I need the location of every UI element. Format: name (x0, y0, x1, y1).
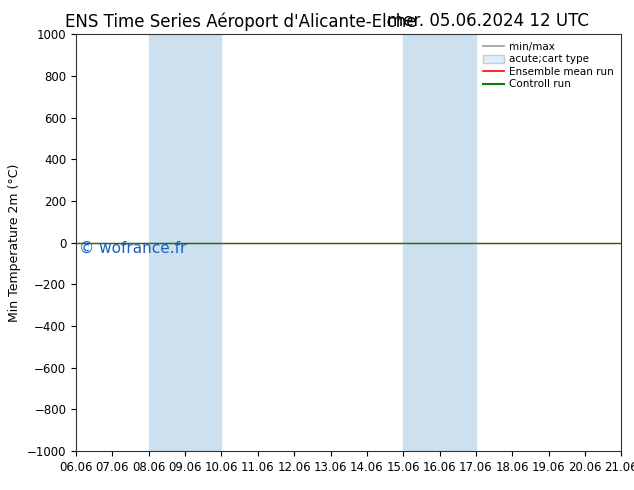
Legend: min/max, acute;cart type, Ensemble mean run, Controll run: min/max, acute;cart type, Ensemble mean … (481, 40, 616, 92)
Y-axis label: Min Temperature 2m (°C): Min Temperature 2m (°C) (8, 163, 22, 322)
Text: mer. 05.06.2024 12 UTC: mer. 05.06.2024 12 UTC (387, 12, 589, 30)
Bar (149, 34, 221, 451)
Bar (403, 34, 476, 451)
Text: ENS Time Series Aéroport d'Alicante-Elche: ENS Time Series Aéroport d'Alicante-Elch… (65, 12, 417, 31)
Text: © wofrance.fr: © wofrance.fr (79, 241, 186, 255)
